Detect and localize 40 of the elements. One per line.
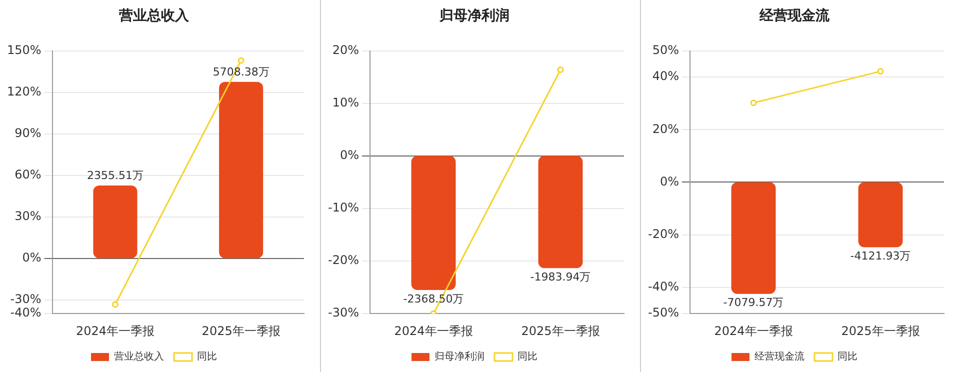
y-tick-label: -30% xyxy=(328,306,359,320)
legend-label: 经营现金流 xyxy=(754,350,804,363)
x-tick-label: 2024年一季报 xyxy=(714,324,793,338)
y-tick-label: 150% xyxy=(6,42,42,57)
y-tick-label: 40% xyxy=(652,69,679,84)
legend-label: 同比 xyxy=(838,350,858,363)
y-tick-label: 20% xyxy=(332,42,359,57)
y-tick-label: 0% xyxy=(340,148,359,162)
y-tick-label: -30% xyxy=(10,292,42,306)
y-tick-label: -10% xyxy=(328,200,359,215)
x-tick-label: 2025年一季报 xyxy=(202,324,280,338)
x-tick-label: 2024年一季报 xyxy=(76,324,155,338)
legend-label: 同比 xyxy=(197,350,217,363)
y-tick-label: -40% xyxy=(10,306,42,320)
y-tick-label: -40% xyxy=(648,279,679,294)
data-label: -4121.93万 xyxy=(850,250,911,263)
legend-label: 归母净利润 xyxy=(434,350,484,363)
data-label: -7079.57万 xyxy=(723,296,784,310)
y-tick-label: -50% xyxy=(648,306,679,320)
y-tick-label: -20% xyxy=(328,253,359,268)
chart-title: 经营现金流 xyxy=(758,7,830,24)
y-tick-label: 0% xyxy=(660,174,679,188)
legend-label: 营业总收入 xyxy=(114,350,164,363)
y-tick-label: 0% xyxy=(22,250,42,264)
chart-title: 归母净利润 xyxy=(438,7,510,24)
y-tick-label: 10% xyxy=(332,95,359,110)
y-tick-label: 120% xyxy=(6,84,42,98)
x-tick-label: 2025年一季报 xyxy=(521,324,600,338)
data-label: -1983.94万 xyxy=(530,270,591,284)
y-tick-label: -20% xyxy=(648,226,679,241)
chart-title: 营业总收入 xyxy=(118,8,190,24)
y-tick-label: 20% xyxy=(652,122,679,136)
x-tick-label: 2024年一季报 xyxy=(394,324,473,338)
x-tick-label: 2025年一季报 xyxy=(841,324,920,338)
legend-label: 同比 xyxy=(518,350,538,363)
y-tick-label: 90% xyxy=(14,126,42,140)
data-label: 2355.51万 xyxy=(86,168,144,182)
y-tick-label: 30% xyxy=(14,208,42,223)
y-tick-label: 50% xyxy=(652,42,679,57)
y-tick-label: 60% xyxy=(14,167,42,182)
